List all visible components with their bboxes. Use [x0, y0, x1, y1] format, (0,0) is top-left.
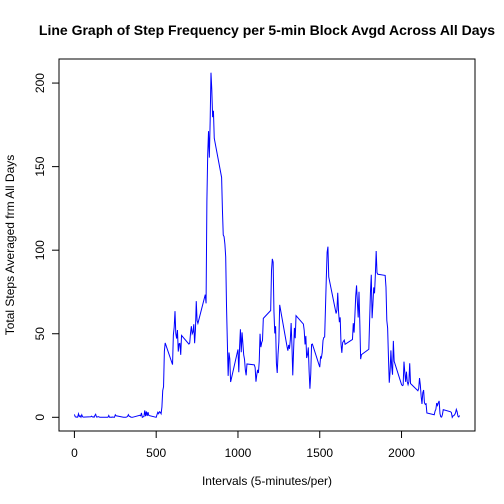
y-tick-label: 200 — [33, 73, 47, 93]
y-tick-label: 0 — [33, 414, 47, 421]
x-tick-label: 0 — [71, 446, 78, 460]
y-tick-label: 150 — [33, 156, 47, 176]
chart-title: Line Graph of Step Frequency per 5-min B… — [39, 22, 495, 38]
x-tick-label: 2000 — [388, 446, 415, 460]
x-axis-label: Intervals (5-minutes/per) — [202, 474, 332, 488]
y-tick-label: 100 — [33, 240, 47, 260]
x-tick-label: 1000 — [225, 446, 252, 460]
x-tick-label: 500 — [146, 446, 166, 460]
y-axis-label: Total Steps Averaged frm All Days — [3, 155, 17, 336]
data-line — [73, 72, 461, 419]
y-tick-label: 50 — [33, 327, 47, 341]
plot-box — [58, 58, 476, 432]
x-tick-label: 1500 — [306, 446, 333, 460]
